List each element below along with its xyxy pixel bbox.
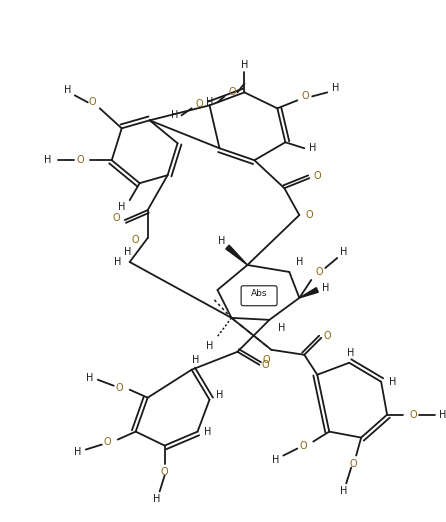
Text: O: O [229, 87, 236, 98]
Text: O: O [314, 171, 321, 181]
Text: H: H [218, 236, 225, 246]
FancyBboxPatch shape [241, 286, 277, 306]
Text: O: O [261, 360, 269, 370]
Text: O: O [323, 331, 331, 341]
Text: H: H [439, 410, 446, 420]
Text: H: H [272, 455, 279, 465]
Text: H: H [206, 341, 213, 351]
Text: H: H [171, 110, 178, 121]
Polygon shape [299, 288, 318, 298]
Text: H: H [204, 426, 211, 436]
Text: H: H [347, 348, 355, 358]
Text: O: O [299, 441, 307, 450]
Text: O: O [263, 355, 270, 365]
Text: O: O [76, 155, 84, 165]
Text: H: H [124, 247, 132, 257]
Text: O: O [409, 410, 417, 420]
Text: H: H [216, 390, 223, 400]
Text: H: H [44, 155, 52, 165]
Text: O: O [104, 436, 112, 447]
Text: H: H [339, 247, 347, 257]
Text: H: H [86, 373, 94, 383]
Text: H: H [114, 257, 121, 267]
Text: H: H [339, 487, 347, 496]
Text: O: O [132, 235, 140, 245]
Text: H: H [309, 143, 316, 153]
Text: O: O [306, 210, 313, 220]
Text: O: O [301, 91, 309, 101]
Text: H: H [389, 377, 397, 387]
Polygon shape [226, 245, 248, 265]
Text: H: H [296, 257, 303, 267]
Text: H: H [322, 283, 329, 293]
Text: H: H [64, 86, 71, 96]
Text: H: H [74, 446, 82, 457]
Text: H: H [192, 355, 199, 365]
Text: H: H [206, 98, 213, 108]
Text: H: H [153, 494, 160, 504]
Text: H: H [241, 61, 248, 70]
Text: H: H [118, 202, 125, 212]
Text: O: O [113, 213, 120, 223]
Text: O: O [161, 467, 169, 477]
Text: O: O [196, 99, 203, 110]
Text: H: H [331, 84, 339, 93]
Text: O: O [315, 267, 323, 277]
Text: O: O [116, 383, 124, 393]
Text: H: H [278, 323, 285, 333]
Text: O: O [89, 98, 97, 108]
Text: O: O [349, 458, 357, 469]
Text: Abs: Abs [251, 289, 267, 298]
